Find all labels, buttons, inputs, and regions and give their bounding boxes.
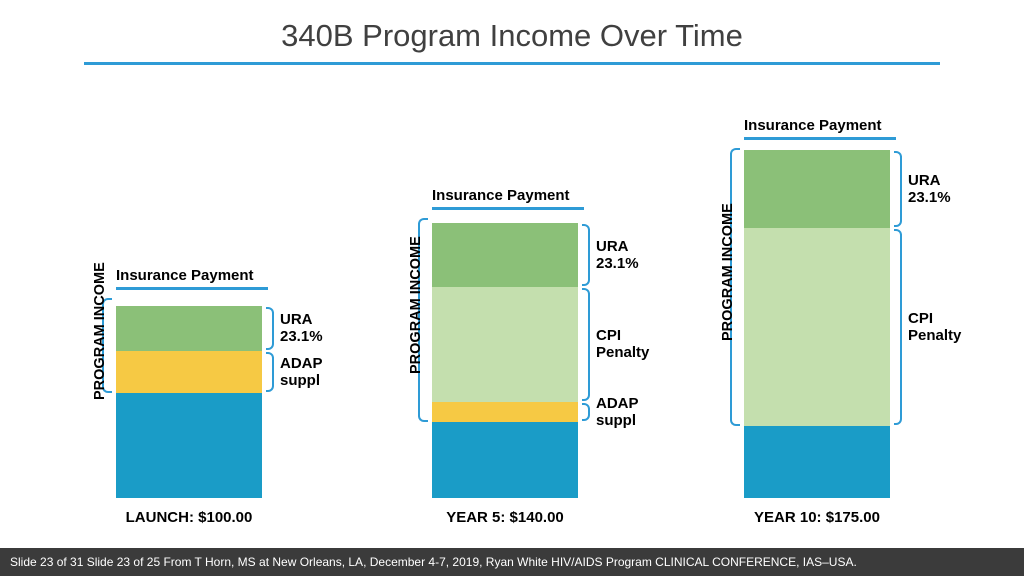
segment-label-adap: ADAPsuppl [596,395,639,430]
insurance-payment-label: Insurance Payment [116,267,254,284]
chart-area: LAUNCH: $100.00 Insurance Payment PROGRAM … [0,90,1024,530]
x-label: YEAR 10: $175.00 [734,509,900,526]
column-0: LAUNCH: $100.00Insurance PaymentPROGRAM … [116,90,262,530]
bar-stack [744,148,890,498]
segment-base [116,393,262,498]
slide: 340B Program Income Over Time LAUNCH: $1… [0,0,1024,576]
x-label: LAUNCH: $100.00 [106,509,272,526]
segment-label-ura: URA23.1% [280,311,323,346]
segment-bracket-ura [894,151,902,227]
program-income-label: PROGRAM INCOME [720,203,736,341]
column-2: YEAR 10: $175.00Insurance PaymentPROGRAM… [744,90,890,530]
segment-ura [744,150,890,228]
segment-base [744,426,890,498]
insurance-payment-rule [116,287,268,290]
segment-label-cpi: CPIPenalty [596,327,649,362]
segment-adap [116,351,262,393]
segment-label-ura: URA23.1% [908,172,951,207]
bar-stack [432,218,578,498]
segment-adap [432,402,578,422]
segment-bracket-ura [582,224,590,286]
segment-bracket-cpi [894,229,902,425]
segment-base [432,422,578,498]
x-label: YEAR 5: $140.00 [422,509,588,526]
program-income-label: PROGRAM INCOME [92,262,108,400]
insurance-payment-rule [432,207,584,210]
segment-ura [116,306,262,351]
segment-cpi [744,228,890,426]
footer-bar: Slide 23 of 31 Slide 23 of 25 From T Hor… [0,548,1024,576]
segment-label-ura: URA23.1% [596,238,639,273]
insurance-payment-label: Insurance Payment [432,187,570,204]
segment-ura [432,223,578,287]
column-1: YEAR 5: $140.00Insurance PaymentPROGRAM … [432,90,578,530]
insurance-payment-label: Insurance Payment [744,117,882,134]
segment-bracket-adap [266,352,274,392]
segment-bracket-cpi [582,288,590,401]
segment-label-cpi: CPIPenalty [908,310,961,345]
segment-bracket-adap [582,403,590,421]
footer-text: Slide 23 of 31 Slide 23 of 25 From T Hor… [10,555,857,569]
segment-bracket-ura [266,307,274,350]
segment-cpi [432,287,578,402]
title-rule [84,62,940,65]
slide-title: 340B Program Income Over Time [0,18,1024,54]
insurance-payment-rule [744,137,896,140]
program-income-label: PROGRAM INCOME [408,236,424,374]
bar-stack [116,298,262,498]
segment-label-adap: ADAPsuppl [280,355,323,390]
